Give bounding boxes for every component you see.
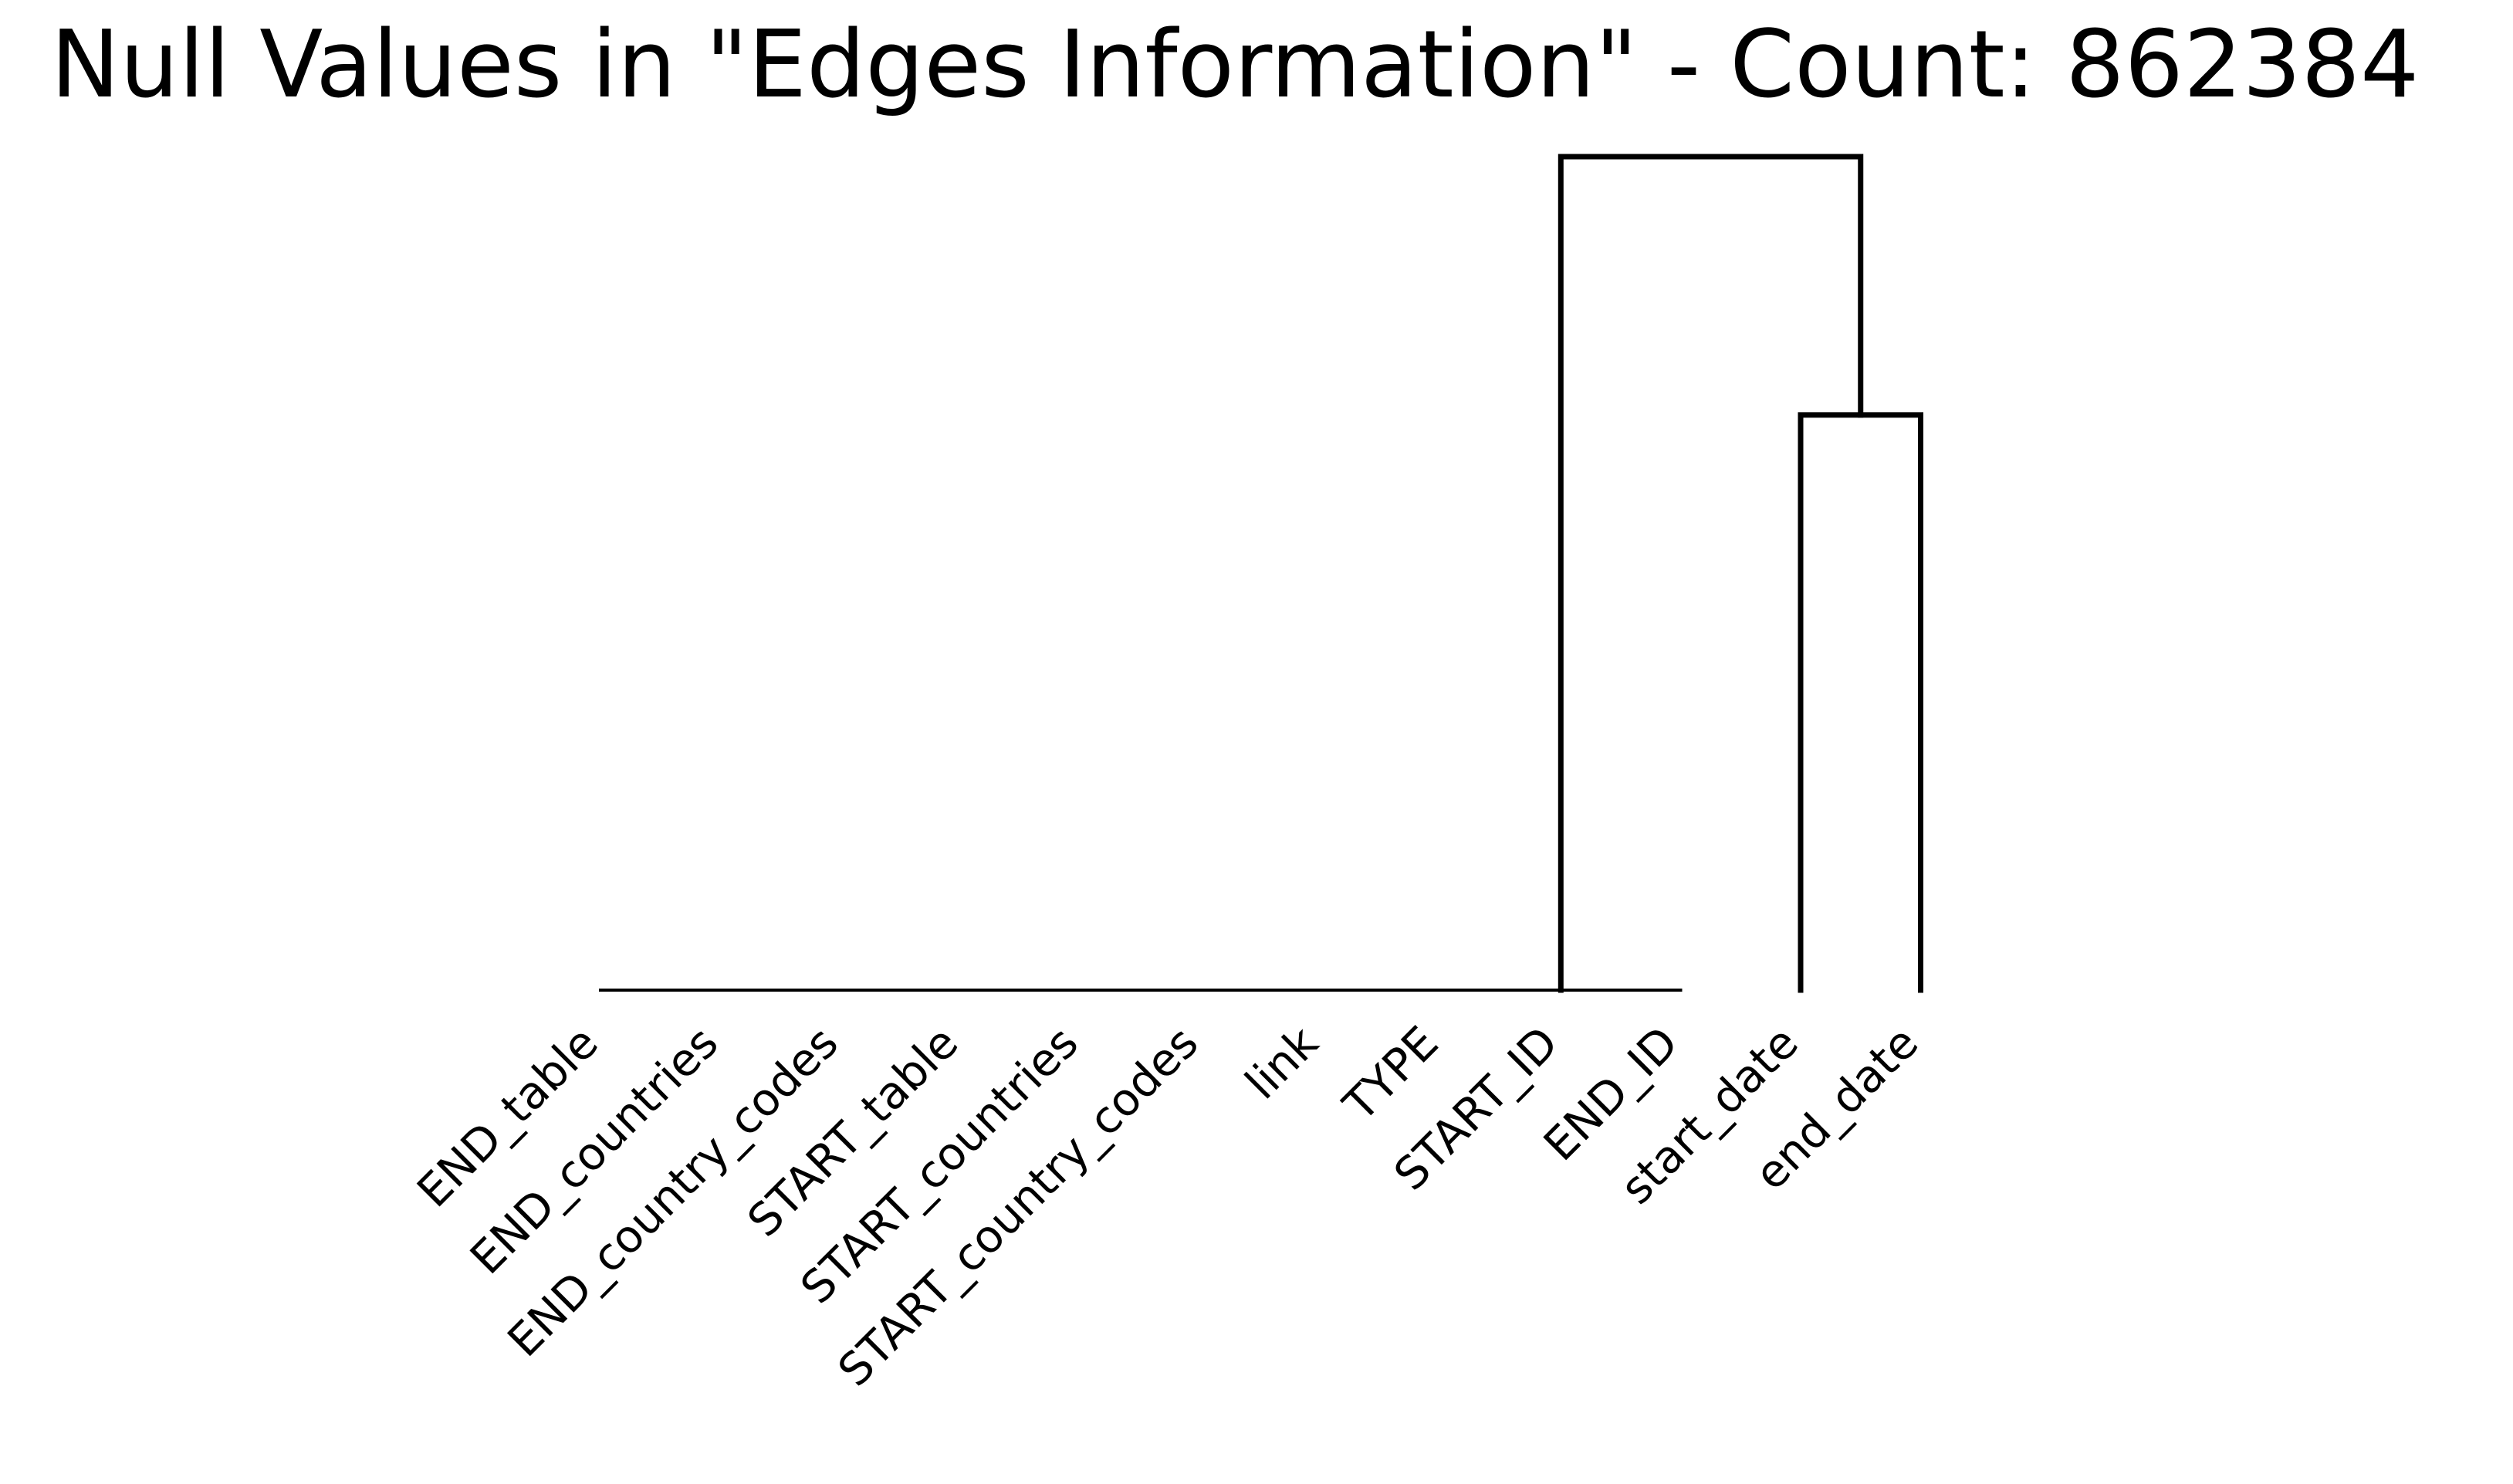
dendrogram-link (1798, 412, 1923, 993)
leaf-labels: END_tableEND_countriesEND_country_codesS… (407, 1016, 1928, 1397)
dendrogram-link (1558, 154, 1864, 993)
chart-title: Null Values in "Edges Information" - Cou… (51, 12, 2420, 119)
leaf-label: TYPE (1333, 1016, 1449, 1132)
dendrogram-links (599, 154, 1923, 993)
leaf-label: START_table (737, 1016, 968, 1247)
leaf-label: link (1235, 1016, 1328, 1110)
